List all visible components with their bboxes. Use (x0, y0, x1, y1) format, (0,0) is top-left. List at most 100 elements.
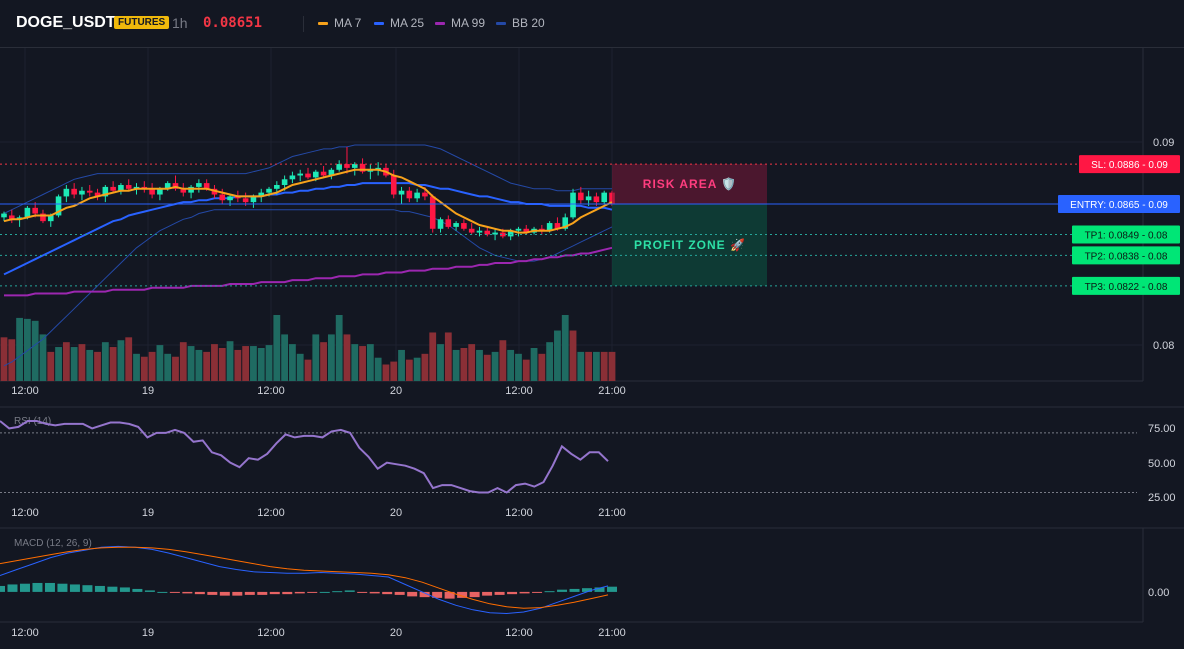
macd-histogram-bar (119, 587, 130, 592)
macd-histogram-bar (232, 591, 243, 596)
macd-histogram-bar (457, 591, 468, 598)
volume-bar (117, 340, 125, 381)
macd-histogram-bar (69, 584, 80, 592)
candle-body (523, 228, 530, 233)
profit-zone-label: PROFIT ZONE 🚀 (634, 238, 746, 252)
entry-label: ENTRY: 0.0865 - 0.09 (1070, 200, 1168, 211)
candle-body (157, 188, 163, 195)
macd-histogram-bar (44, 582, 55, 592)
timeframe-selector[interactable]: 1h (172, 15, 188, 31)
macd-histogram-bar (544, 591, 555, 593)
volume-bar (8, 339, 16, 381)
take-profit-3-label-bg (1072, 276, 1180, 295)
time-tick-main: 19 (142, 385, 154, 397)
volume-bar (476, 349, 483, 381)
volume-bar (491, 351, 499, 381)
macd-histogram-bar (19, 583, 30, 592)
legend-ma99[interactable]: MA 99 (435, 16, 485, 30)
time-tick-rsi: 21:00 (598, 507, 626, 519)
risk-area-zone (612, 164, 767, 205)
legend-swatch (496, 21, 506, 25)
macd-histogram-bar (594, 587, 605, 592)
macd-histogram-bar (244, 591, 255, 595)
time-tick-main: 12:00 (257, 385, 285, 397)
macd-histogram-bar (7, 584, 18, 592)
volume-bar (546, 342, 554, 381)
candle-body (203, 183, 210, 189)
candle-body (593, 196, 600, 203)
candle-body (578, 192, 584, 201)
volume-bar (515, 353, 522, 381)
rsi-line (0, 420, 609, 494)
macd-histogram-bar (494, 591, 505, 595)
volume-bar (218, 348, 226, 381)
volume-bar (125, 337, 133, 381)
volume-bar (483, 354, 491, 381)
legend-bb20[interactable]: BB 20 (496, 16, 545, 30)
candle-body (266, 188, 272, 193)
candle-body (219, 194, 226, 201)
candle-body (336, 164, 342, 170)
candle-body (429, 196, 436, 229)
macd-histogram-bar (382, 591, 393, 595)
volume-bar (296, 353, 304, 381)
volume-bar (187, 346, 195, 381)
macd-histogram-bar (282, 591, 293, 595)
candle-body (351, 164, 358, 168)
volume-bar (452, 349, 460, 381)
macd-histogram-bar (157, 591, 168, 593)
volume-bar (335, 315, 343, 381)
chart-header: DOGE_USDT FUTURES 1h 0.08651 MA 7 MA 25 … (0, 0, 1184, 48)
candle-body (305, 173, 311, 178)
volume-bar (23, 318, 31, 381)
candle-body (422, 192, 428, 197)
legend-label: MA 25 (390, 16, 425, 30)
time-tick-rsi: 12:00 (505, 507, 533, 519)
volume-bar (164, 353, 172, 381)
volume-bar (327, 334, 335, 381)
volume-bar (585, 351, 593, 381)
candle-body (125, 185, 132, 189)
time-tick-main: 12:00 (505, 385, 533, 397)
volume-bar (600, 351, 608, 381)
candle-body (492, 232, 498, 235)
ma99-line (4, 246, 613, 297)
candle-body (359, 164, 366, 172)
macd-histogram-bar (132, 588, 143, 592)
volume-bar (86, 349, 94, 381)
macd-histogram-bar (469, 591, 480, 598)
bb-lower-line (3, 209, 613, 367)
volume-bar (312, 334, 320, 381)
rsi-tick: 50.00 (1148, 458, 1176, 470)
candle-body (118, 185, 124, 191)
volume-bar (382, 364, 390, 381)
time-tick-rsi: 20 (390, 507, 402, 519)
legend-ma7[interactable]: MA 7 (318, 16, 361, 30)
volume-bar (101, 342, 109, 381)
symbol-name[interactable]: DOGE_USDT (16, 14, 116, 31)
time-tick-macd: 19 (142, 627, 154, 639)
macd-histogram-bar (482, 591, 493, 596)
macd-histogram-bar (269, 591, 280, 595)
volume-bar (569, 330, 577, 381)
time-tick-main: 21:00 (598, 385, 626, 397)
candle-body (196, 183, 202, 187)
candle-body (242, 198, 249, 203)
macd-histogram-bar (94, 585, 105, 592)
volume-bar (421, 353, 429, 381)
candle-body (32, 207, 38, 214)
legend-ma25[interactable]: MA 25 (374, 16, 424, 30)
entry-label-bg (1058, 195, 1180, 214)
volume-bar (156, 345, 164, 381)
candle-body (390, 175, 397, 195)
candle-body (281, 179, 288, 186)
volume-bar (398, 349, 405, 381)
macd-histogram-bar (394, 591, 405, 595)
volume-bar (530, 348, 538, 381)
take-profit-1-label: TP1: 0.0849 - 0.08 (1085, 230, 1168, 241)
candle-body (453, 223, 459, 227)
macd-histogram-bar (169, 591, 180, 593)
volume-bar (226, 341, 234, 381)
candle-body (562, 217, 569, 229)
